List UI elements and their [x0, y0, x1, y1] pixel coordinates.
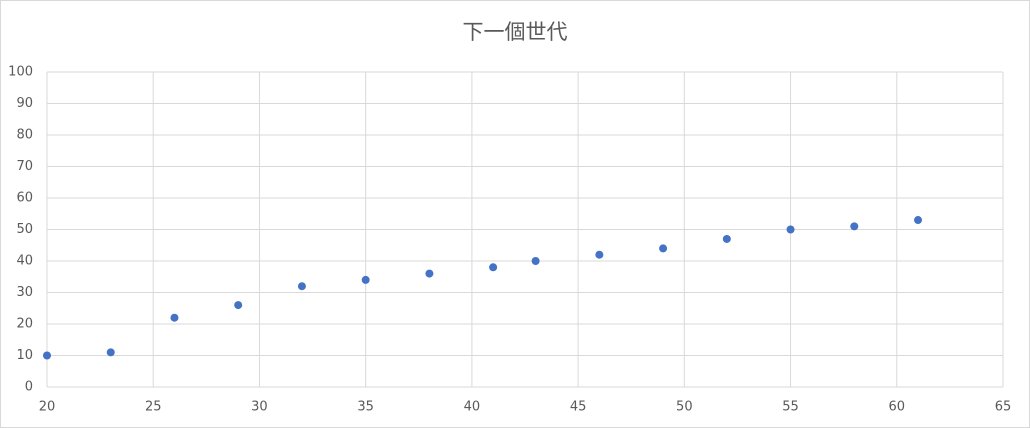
x-tick-label: 25	[145, 400, 162, 415]
chart-title: 下一個世代	[463, 20, 568, 44]
scatter-point	[297, 282, 306, 291]
x-tick-label: 65	[995, 400, 1012, 415]
scatter-point	[914, 216, 923, 225]
x-tick-label: 50	[676, 400, 693, 415]
scatter-point	[234, 301, 243, 310]
y-tick-label: 80	[16, 128, 33, 143]
x-tick-label: 55	[782, 400, 799, 415]
x-tick-label: 45	[570, 400, 587, 415]
scatter-point	[43, 351, 51, 360]
y-tick-label: 100	[8, 65, 33, 80]
scatter-point	[595, 250, 604, 259]
scatter-point	[106, 348, 115, 357]
y-tick-label: 70	[16, 159, 33, 174]
y-tick-label: 20	[16, 317, 33, 332]
scatter-point	[786, 225, 795, 234]
y-tick-label: 10	[16, 348, 33, 363]
scatter-point	[659, 244, 668, 253]
x-tick-label: 35	[357, 400, 374, 415]
scatter-point	[489, 263, 498, 272]
y-tick-label: 40	[16, 254, 33, 269]
y-tick-label: 0	[25, 380, 33, 395]
x-tick-label: 60	[889, 400, 906, 415]
scatter-point	[170, 313, 179, 322]
scatter-point	[425, 269, 434, 278]
scatter-point	[722, 234, 731, 243]
scatter-point	[850, 222, 859, 231]
scatter-point	[361, 275, 370, 284]
y-tick-label: 90	[16, 96, 33, 111]
scatter-point	[531, 257, 540, 265]
y-tick-label: 50	[16, 222, 33, 237]
y-tick-label: 60	[16, 191, 33, 206]
y-tick-label: 30	[16, 285, 33, 300]
x-tick-label: 40	[464, 400, 481, 415]
x-tick-label: 30	[251, 400, 268, 415]
x-tick-label: 20	[39, 400, 56, 415]
